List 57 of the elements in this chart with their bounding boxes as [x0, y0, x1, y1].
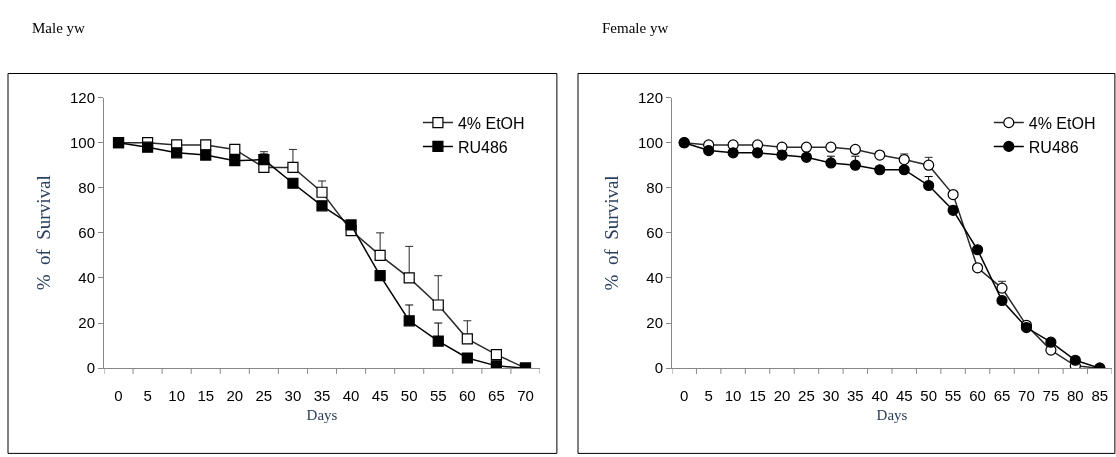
- x-tick-label: 55: [429, 387, 447, 405]
- y-tick-label: 20: [646, 314, 663, 332]
- x-tick-label: 70: [517, 387, 534, 405]
- x-tick-label: 45: [371, 387, 389, 405]
- x-tick-label: 80: [1066, 387, 1084, 405]
- x-tick-label: 30: [284, 387, 302, 405]
- y-tick-label: 120: [69, 88, 95, 106]
- y-axis-title: % of Survival: [32, 175, 54, 291]
- x-tick-label: 15: [197, 387, 215, 405]
- x-tick-label: 70: [1018, 387, 1035, 405]
- x-tick-label: 5: [143, 387, 152, 405]
- x-tick-label: 25: [798, 387, 815, 405]
- y-tick-label: 100: [69, 133, 95, 151]
- legend-label: RU486: [457, 138, 508, 156]
- x-tick-label: 30: [822, 387, 840, 405]
- y-tick-label: 60: [78, 224, 95, 242]
- y-tick-label: 40: [78, 269, 95, 287]
- x-tick-label: 50: [400, 387, 418, 405]
- x-tick-label: 10: [168, 387, 186, 405]
- y-tick-label: 80: [78, 179, 95, 197]
- x-tick-label: 60: [458, 387, 476, 405]
- legend-label: RU486: [1028, 138, 1079, 156]
- x-tick-label: 20: [226, 387, 244, 405]
- x-axis-title: Days: [876, 407, 908, 424]
- x-tick-label: 20: [773, 387, 791, 405]
- y-tick-label: 0: [654, 359, 663, 377]
- y-tick-label: 20: [78, 314, 95, 332]
- x-axis-title: Days: [306, 407, 338, 424]
- chart-title: Male yw: [32, 20, 86, 36]
- y-axis-title: % of Survival: [600, 175, 622, 291]
- x-tick-label: 10: [724, 387, 742, 405]
- x-tick-label: 25: [255, 387, 273, 405]
- legend-label: 4% EtOH: [1028, 114, 1096, 132]
- y-tick-label: 0: [86, 359, 95, 377]
- x-tick-label: 0: [114, 387, 123, 405]
- x-tick-label: 0: [680, 387, 689, 405]
- y-tick-label: 60: [646, 224, 663, 242]
- x-tick-label: 40: [342, 387, 360, 405]
- x-tick-label: 35: [846, 387, 864, 405]
- x-tick-label: 75: [1042, 387, 1060, 405]
- x-tick-label: 55: [944, 387, 962, 405]
- x-tick-label: 65: [993, 387, 1011, 405]
- x-tick-label: 40: [871, 387, 889, 405]
- x-tick-label: 85: [1091, 387, 1109, 405]
- x-tick-label: 15: [749, 387, 766, 405]
- x-tick-label: 60: [969, 387, 986, 405]
- y-tick-label: 100: [637, 133, 663, 151]
- chart-title: Female yw: [602, 20, 669, 36]
- x-tick-label: 50: [920, 387, 938, 405]
- x-tick-label: 35: [313, 387, 331, 405]
- y-tick-label: 40: [646, 269, 663, 287]
- x-tick-label: 45: [895, 387, 913, 405]
- x-tick-label: 65: [488, 387, 505, 405]
- legend-label: 4% EtOH: [457, 114, 525, 132]
- x-tick-label: 5: [704, 387, 713, 405]
- y-tick-label: 80: [646, 179, 663, 197]
- y-tick-label: 120: [637, 88, 663, 106]
